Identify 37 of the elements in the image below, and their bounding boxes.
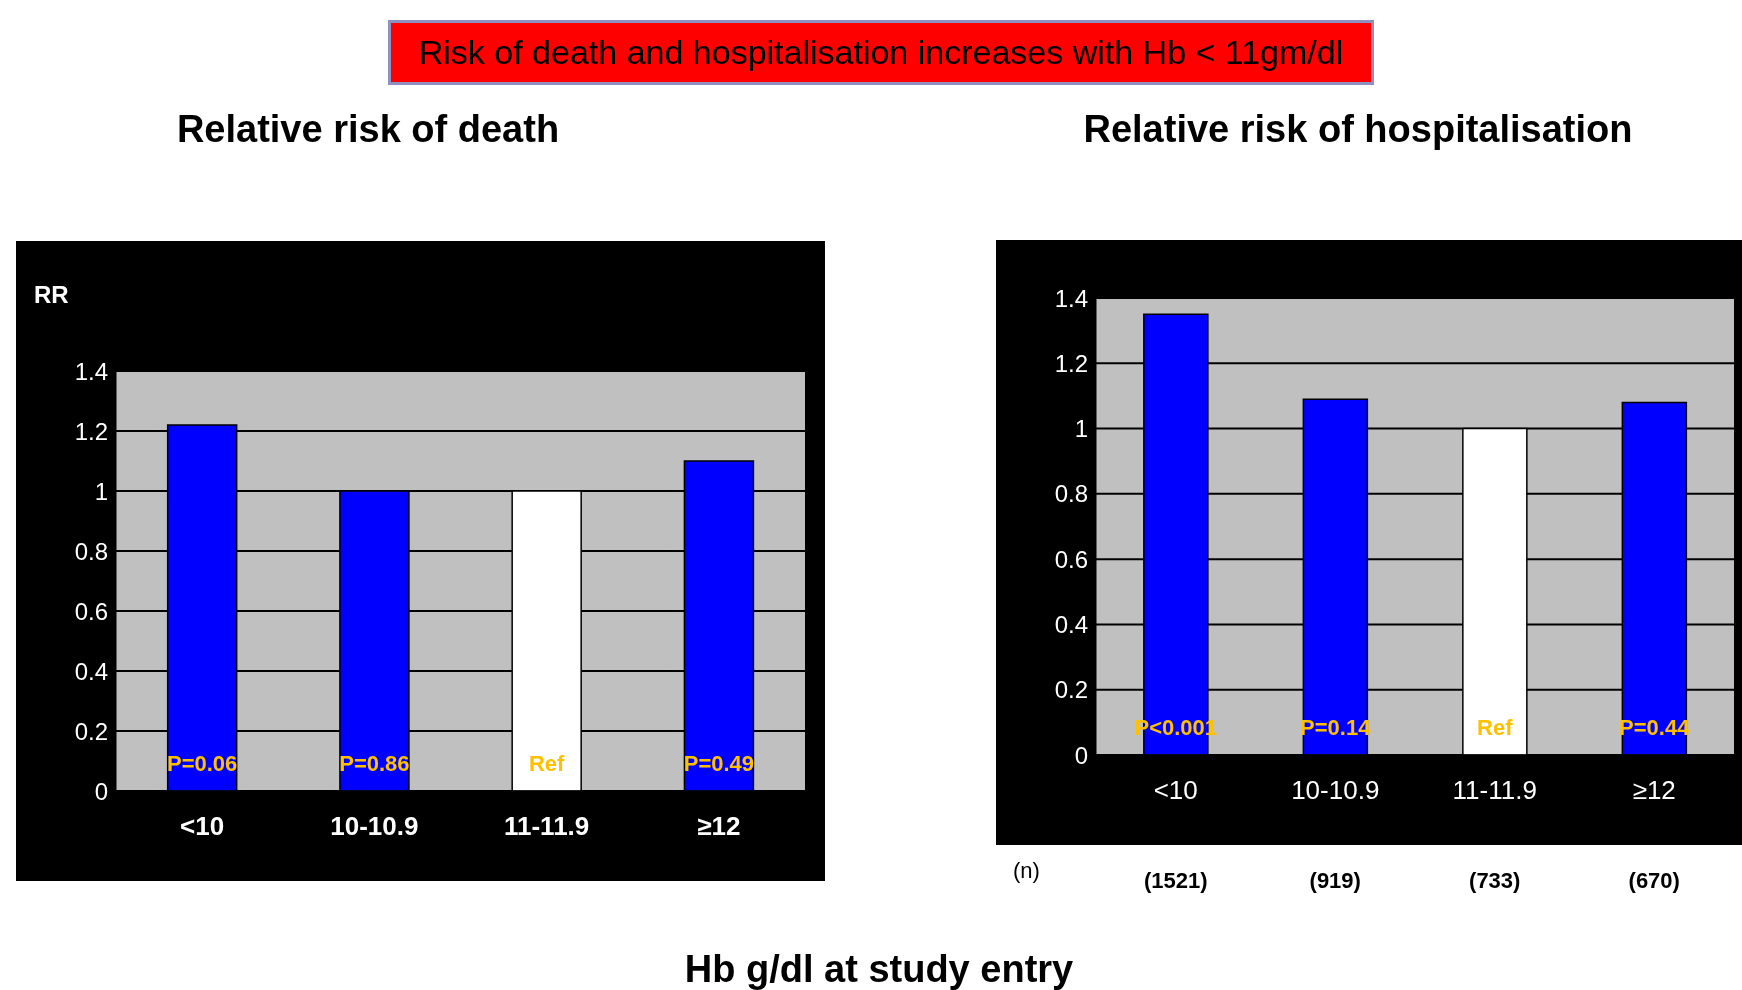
y-tick-label: 0.8 — [74, 537, 108, 565]
y-tick-label: 0.2 — [74, 717, 108, 745]
y-axis-title: RR — [34, 281, 69, 309]
x-axis-title: Hb g/dl at study entry — [683, 948, 1075, 990]
y-tick-label: 1.2 — [1054, 349, 1088, 377]
y-tick-label: 1.4 — [74, 357, 108, 385]
text: (919) — [1308, 868, 1362, 894]
y-tick-label: 0.6 — [74, 597, 108, 625]
y-tick-label: 1.4 — [1054, 284, 1088, 312]
text: (1521) — [1142, 868, 1209, 894]
x-tick-label: 11-11.9 — [503, 811, 590, 842]
annotation: Ref — [1476, 715, 1514, 741]
y-tick-label: 0.4 — [74, 657, 108, 685]
x-tick-label: ≥12 — [1632, 775, 1676, 806]
y-tick-label: 0.4 — [1054, 610, 1088, 638]
y-tick-label: 0.8 — [1054, 480, 1088, 508]
x-tick-label: <10 — [1153, 775, 1198, 806]
annotation: Ref — [527, 751, 566, 777]
text: (n) — [1013, 858, 1040, 884]
x-tick-label: ≥12 — [697, 811, 741, 842]
y-tick-label: 0 — [1074, 741, 1088, 769]
chart-title: Relative risk of hospitalisation — [1082, 108, 1634, 151]
x-tick-label: 10-10.9 — [1291, 775, 1380, 806]
x-tick-label: 11-11.9 — [1452, 775, 1537, 806]
y-tick-label: 0 — [94, 777, 108, 805]
y-tick-label: 1 — [94, 477, 108, 505]
annotation: P=0.49 — [682, 751, 756, 777]
banner: Risk of death and hospitalisation increases with Hb < 11gm/dl — [388, 20, 1374, 85]
y-tick-label: 0.2 — [1054, 676, 1088, 704]
text: (670) — [1627, 868, 1681, 894]
y-tick-label: 1 — [1074, 415, 1088, 443]
y-tick-label: 0.6 — [1054, 545, 1088, 573]
x-tick-label: <10 — [180, 811, 225, 842]
text: (733) — [1468, 868, 1522, 894]
x-tick-label: 10-10.9 — [330, 811, 419, 842]
y-tick-label: 1.2 — [74, 417, 108, 445]
chart-title: Relative risk of death — [175, 108, 561, 151]
